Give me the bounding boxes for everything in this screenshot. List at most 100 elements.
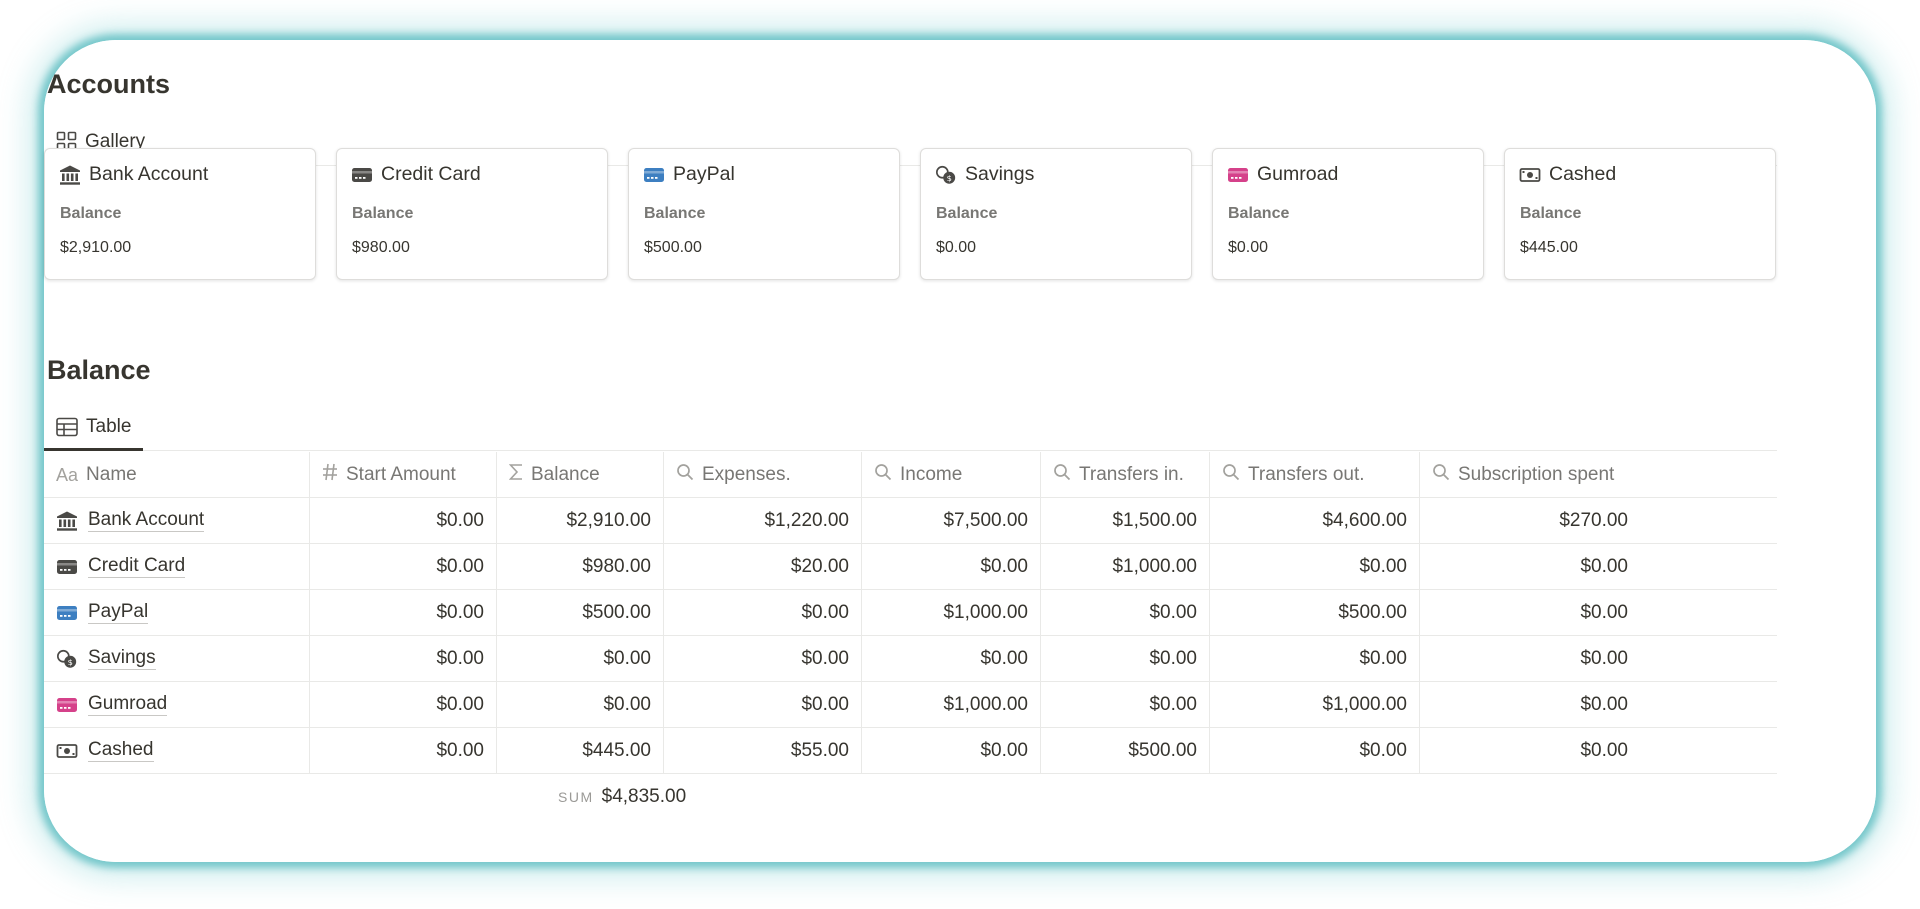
table-cell[interactable]: $0.00 [1580,740,1628,761]
table-body: Bank Account $0.00 $2,910.00 $1,220.00 $7,50… [44,498,1777,774]
card-balance-value: $500.00 [644,239,702,256]
gumroad-card-icon [1227,164,1249,186]
table-row[interactable]: Credit Card $0.00 $980.00 $20.00 $0.00 $1,000… [44,544,1777,590]
account-card-savings[interactable]: $ Savings Balance $0.00 [920,148,1192,280]
card-balance-value: $0.00 [1228,239,1269,256]
card-title: Savings [965,163,1035,185]
table-cell[interactable]: $0.00 [1580,556,1628,577]
table-cell[interactable]: $445.00 [497,728,664,774]
account-card-bank[interactable]: Bank Account Balance $2,910.00 [44,148,316,280]
row-name[interactable]: PayPal [88,601,149,624]
cash-icon [56,740,78,762]
table-cell[interactable]: $0.00 [664,682,862,728]
column-header-expenses[interactable]: Expenses. [664,452,862,498]
table-cell[interactable]: $0.00 [310,544,497,590]
card-balance-label: Balance [1228,205,1290,222]
column-label: Start Amount [346,464,456,485]
table-cell[interactable]: $0.00 [497,682,664,728]
gumroad-card-icon [56,694,78,716]
column-label: Transfers out. [1248,464,1365,485]
row-name[interactable]: Gumroad [88,693,168,716]
column-header-transfers-in[interactable]: Transfers in. [1041,452,1210,498]
account-card-credit[interactable]: Credit Card Balance $980.00 [336,148,608,280]
table-cell[interactable]: $0.00 [310,682,497,728]
svg-text:$: $ [947,172,952,182]
search-icon [1222,463,1240,487]
table-cell[interactable]: $4,600.00 [1210,498,1420,544]
table-cell[interactable]: $500.00 [1041,728,1210,774]
table-cell[interactable]: $0.00 [310,728,497,774]
table-header-row: Aa Name Start Amount Balance Expenses. In… [44,452,1777,498]
paypal-card-icon [56,602,78,624]
table-cell[interactable]: $1,000.00 [862,590,1041,636]
table-cell[interactable]: $1,000.00 [1041,544,1210,590]
table-row[interactable]: Bank Account $0.00 $2,910.00 $1,220.00 $7,50… [44,498,1777,544]
table-cell[interactable]: $0.00 [1210,544,1420,590]
table-cell[interactable]: $0.00 [310,590,497,636]
table-cell[interactable]: $7,500.00 [862,498,1041,544]
card-balance-label: Balance [1520,205,1582,222]
table-row[interactable]: Cashed $0.00 $445.00 $55.00 $0.00 $500.00 $0.0… [44,728,1777,774]
table-cell[interactable]: $0.00 [664,636,862,682]
row-name-cell[interactable]: Gumroad [44,682,310,728]
table-cell[interactable]: $1,000.00 [862,682,1041,728]
number-icon [322,463,338,487]
table-cell[interactable]: $1,000.00 [1210,682,1420,728]
card-title: Bank Account [89,163,209,185]
column-header-start-amount[interactable]: Start Amount [310,452,497,498]
table-cell[interactable]: $20.00 [664,544,862,590]
table-cell[interactable]: $0.00 [1041,636,1210,682]
table-cell[interactable]: $0.00 [1041,590,1210,636]
accounts-gallery: Bank Account Balance $2,910.00 Credit Ca… [44,148,1779,280]
card-balance-label: Balance [60,205,122,222]
table-cell[interactable]: $0.00 [862,728,1041,774]
account-card-gumroad[interactable]: Gumroad Balance $0.00 [1212,148,1484,280]
table-cell[interactable]: $500.00 [1210,590,1420,636]
row-name-cell[interactable]: Bank Account [44,498,310,544]
column-header-subscription-spent[interactable]: Subscription spent [1420,452,1640,498]
table-cell[interactable]: $0.00 [664,590,862,636]
balance-heading: Balance [47,355,151,385]
account-card-cashed[interactable]: Cashed Balance $445.00 [1504,148,1776,280]
column-header-transfers-out[interactable]: Transfers out. [1210,452,1420,498]
row-name-cell[interactable]: Credit Card [44,544,310,590]
row-name-cell[interactable]: Cashed [44,728,310,774]
account-card-paypal[interactable]: PayPal Balance $500.00 [628,148,900,280]
card-balance-label: Balance [936,205,998,222]
column-header-balance[interactable]: Balance [497,452,664,498]
table-cell[interactable]: $0.00 [310,636,497,682]
table-cell[interactable]: $0.00 [1580,602,1628,623]
row-name-cell[interactable]: PayPal [44,590,310,636]
table-cell[interactable]: $500.00 [497,590,664,636]
column-header-name[interactable]: Aa Name [44,452,310,498]
table-cell[interactable]: $1,500.00 [1041,498,1210,544]
table-cell[interactable]: $980.00 [497,544,664,590]
bank-icon [56,510,78,532]
table-cell[interactable]: $0.00 [497,636,664,682]
table-cell[interactable]: $0.00 [1580,648,1628,669]
table-cell[interactable]: $1,220.00 [664,498,862,544]
table-row[interactable]: $ Savings $0.00 $0.00 $0.00 $0.00 $0.00 $0.00 $0… [44,636,1777,682]
table-cell[interactable]: $0.00 [1210,728,1420,774]
table-row[interactable]: Gumroad $0.00 $0.00 $0.00 $1,000.00 $0.00 $1,0… [44,682,1777,728]
table-cell[interactable]: $0.00 [1210,636,1420,682]
column-header-income[interactable]: Income [862,452,1041,498]
row-name-cell[interactable]: $ Savings [44,636,310,682]
card-title: Cashed [1549,163,1617,185]
table-row[interactable]: PayPal $0.00 $500.00 $0.00 $1,000.00 $0.00 $50… [44,590,1777,636]
row-name[interactable]: Credit Card [88,555,186,578]
table-cell[interactable]: $270.00 [1559,510,1628,531]
table-cell[interactable]: $0.00 [310,498,497,544]
table-cell[interactable]: $0.00 [1041,682,1210,728]
card-title: Credit Card [381,163,481,185]
table-cell[interactable]: $0.00 [1580,694,1628,715]
table-cell[interactable]: $0.00 [862,636,1041,682]
table-cell[interactable]: $0.00 [862,544,1041,590]
row-name[interactable]: Savings [88,647,156,670]
row-name[interactable]: Bank Account [88,509,205,532]
row-name[interactable]: Cashed [88,739,154,762]
tab-table[interactable]: Table [44,405,144,451]
table-cell[interactable]: $2,910.00 [497,498,664,544]
table-cell[interactable]: $55.00 [664,728,862,774]
balance-view-tabbar: Table [44,405,1777,451]
